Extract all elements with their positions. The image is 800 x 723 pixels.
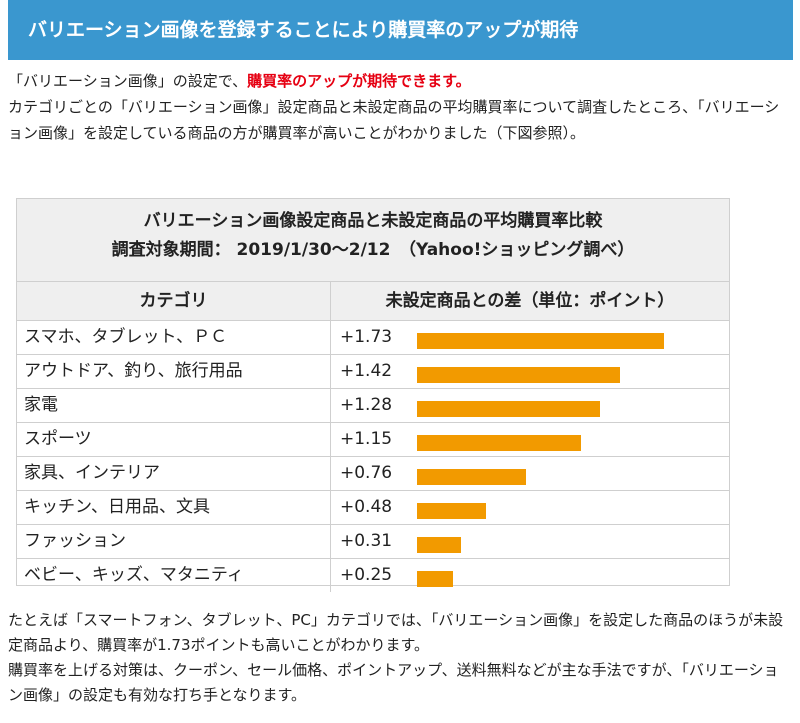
intro-prefix: 「バリエーション画像」の設定で、	[8, 72, 248, 90]
section-title: バリエーション画像を登録することにより購買率のアップが期待	[28, 19, 579, 41]
bar-cell	[417, 457, 729, 490]
outro-paragraph-1: たとえば「スマートフォン、タブレット、PC」カテゴリでは、「バリエーション画像」…	[8, 611, 784, 654]
value-label: +1.73	[340, 327, 393, 347]
table-row: アウトドア、釣り、旅行用品 +1.42	[17, 355, 729, 389]
column-header-diff: 未設定商品との差（単位：ポイント）	[385, 291, 675, 311]
bar	[417, 503, 486, 519]
bar	[417, 401, 600, 417]
comparison-table: バリエーション画像設定商品と未設定商品の平均購買率比較 調査対象期間： 2019…	[16, 198, 730, 592]
bar	[417, 435, 581, 451]
category-label: スポーツ	[17, 423, 331, 456]
bar-cell	[417, 389, 729, 422]
intro-paragraph: カテゴリごとの「バリエーション画像」設定商品と未設定商品の平均購買率について調査…	[8, 98, 780, 142]
bar	[417, 333, 664, 349]
value-label: +0.76	[340, 463, 393, 483]
bar-cell	[417, 423, 729, 456]
value-label: +1.42	[340, 361, 393, 381]
category-label: アウトドア、釣り、旅行用品	[17, 355, 331, 388]
bar	[417, 537, 461, 553]
table-subtitle: 調査対象期間： 2019/1/30〜2/12 （Yahoo!ショッピング調べ）	[111, 240, 635, 260]
table-header: バリエーション画像設定商品と未設定商品の平均購買率比較 調査対象期間： 2019…	[17, 199, 729, 282]
column-header-category: カテゴリ	[17, 282, 331, 320]
outro-text: たとえば「スマートフォン、タブレット、PC」カテゴリでは、「バリエーション画像」…	[8, 608, 793, 708]
value-label: +0.25	[340, 565, 393, 585]
bar-cell	[417, 491, 729, 524]
column-headers: カテゴリ 未設定商品との差（単位：ポイント）	[17, 282, 729, 321]
bar-cell	[417, 525, 729, 558]
category-label: キッチン、日用品、文具	[17, 491, 331, 524]
category-label: ベビー、キッズ、マタニティ	[17, 559, 331, 592]
category-label: 家具、インテリア	[17, 457, 331, 490]
intro-emphasis: 購買率のアップが期待できます。	[247, 72, 471, 90]
intro-text: 「バリエーション画像」の設定で、購買率のアップが期待できます。 カテゴリごとの「…	[8, 68, 788, 146]
table-row: 家具、インテリア +0.76	[17, 457, 729, 491]
bar-cell	[417, 355, 729, 388]
table-row: キッチン、日用品、文具 +0.48	[17, 491, 729, 525]
table-body: スマホ、タブレット、ＰＣ +1.73 アウトドア、釣り、旅行用品 +1.42 家電 +1.…	[17, 321, 729, 592]
value-label: +0.31	[340, 531, 393, 551]
table-row: スポーツ +1.15	[17, 423, 729, 457]
bar-cell	[417, 321, 729, 354]
outro-paragraph-2: 購買率を上げる対策は、クーポン、セール価格、ポイントアップ、送料無料などが主な手…	[8, 661, 779, 704]
intro-line-1: 「バリエーション画像」の設定で、購買率のアップが期待できます。	[8, 68, 788, 94]
table-row: スマホ、タブレット、ＰＣ +1.73	[17, 321, 729, 355]
value-label: +1.28	[340, 395, 393, 415]
category-label: ファッション	[17, 525, 331, 558]
bar	[417, 367, 620, 383]
table-row: ベビー、キッズ、マタニティ +0.25	[17, 559, 729, 592]
section-header: バリエーション画像を登録することにより購買率のアップが期待	[8, 0, 793, 60]
bar-cell	[417, 559, 729, 592]
table-row: ファッション +0.31	[17, 525, 729, 559]
category-label: 家電	[17, 389, 331, 422]
table-title: バリエーション画像設定商品と未設定商品の平均購買率比較	[143, 211, 603, 231]
value-label: +1.15	[340, 429, 393, 449]
value-label: +0.48	[340, 497, 393, 517]
bar	[417, 571, 453, 587]
bar	[417, 469, 526, 485]
category-label: スマホ、タブレット、ＰＣ	[17, 321, 331, 354]
table-row: 家電 +1.28	[17, 389, 729, 423]
